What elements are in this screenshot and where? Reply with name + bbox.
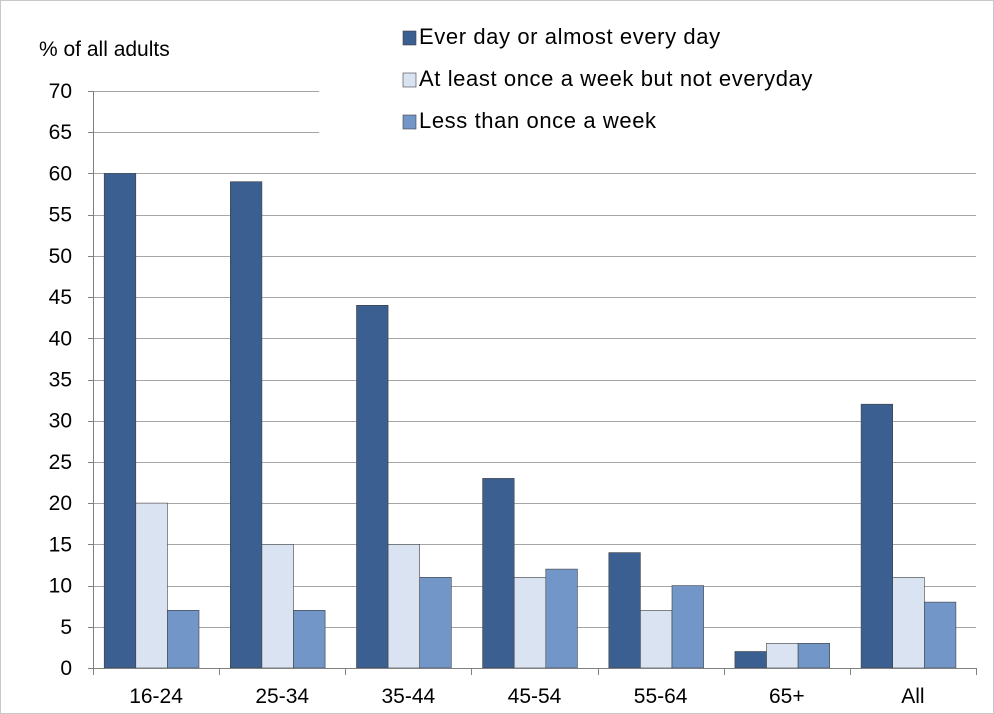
bar-25-34-2: [261, 544, 294, 669]
x-tick-label: 16-24: [129, 685, 183, 708]
x-tick-label: All: [901, 685, 924, 708]
bar-65+-1: [734, 651, 767, 669]
bar-16-24-2: [135, 502, 168, 669]
y-tick-label: 60: [49, 162, 72, 185]
x-tick-label: 65+: [769, 685, 805, 708]
bar-55-64-3: [671, 585, 704, 669]
bar-35-44-3: [419, 576, 452, 669]
legend-label: Less than once a week: [419, 108, 657, 133]
x-tick-label: 35-44: [381, 685, 435, 708]
bar-35-44-1: [356, 304, 389, 669]
axes: [93, 91, 977, 675]
bar-45-54-1: [482, 478, 515, 669]
y-tick-label: 10: [49, 575, 72, 598]
y-tick-label: 40: [49, 327, 72, 350]
legend-swatch: [402, 30, 417, 46]
y-tick-label: 35: [49, 369, 72, 392]
y-tick-label: 25: [49, 451, 72, 474]
y-tick-label: 15: [49, 533, 72, 556]
bar-65+-2: [766, 642, 799, 669]
legend: Ever day or almost every day At least onc…: [319, 19, 977, 137]
legend-background: [319, 19, 977, 137]
legend-swatch: [402, 72, 417, 88]
x-tick-label: 45-54: [508, 685, 562, 708]
legend-label: At least once a week but not everyday: [419, 66, 813, 91]
y-tick-label: 30: [49, 410, 72, 433]
tick-labels: 0 5 10 15 20 25 30 35 40 45 50 55 60 65 70 16-24 25-34 35…: [49, 80, 925, 708]
bar-45-54-2: [513, 576, 547, 669]
bar-All-1: [860, 403, 893, 669]
legend-label: Ever day or almost every day: [419, 24, 721, 49]
y-tick-label: 20: [49, 492, 72, 515]
bar-16-24-1: [103, 173, 137, 669]
bar-25-34-3: [293, 609, 326, 669]
x-tick-label: 25-34: [255, 685, 309, 708]
bar-65+-3: [797, 642, 830, 669]
y-tick-label: 70: [49, 80, 72, 103]
y-tick-label: 50: [49, 245, 72, 268]
y-tick-label: 45: [49, 286, 72, 309]
x-tick-label: 55-64: [634, 685, 688, 708]
bar-55-64-2: [640, 609, 673, 669]
bars: [103, 173, 957, 669]
bar-16-24-3: [167, 609, 200, 669]
y-tick-label: 0: [60, 657, 72, 680]
legend-swatch: [402, 114, 417, 130]
y-tick-label: 5: [60, 616, 72, 639]
bar-55-64-1: [608, 552, 641, 669]
bar-35-44-2: [387, 544, 421, 669]
bar-All-3: [923, 601, 957, 669]
bar-45-54-3: [545, 568, 578, 669]
bar-All-2: [892, 576, 925, 669]
y-axis-label: % of all adults: [39, 38, 170, 61]
y-tick-label: 55: [49, 204, 72, 227]
bar-25-34-1: [230, 181, 263, 669]
y-tick-label: 65: [49, 121, 72, 144]
